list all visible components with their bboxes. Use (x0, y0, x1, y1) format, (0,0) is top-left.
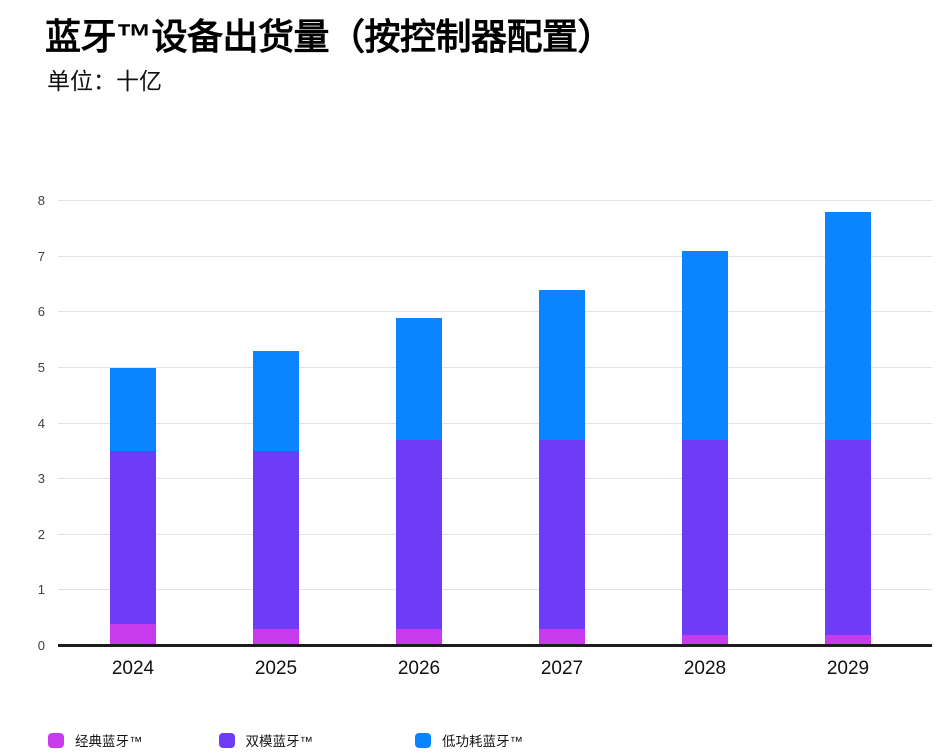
x-tick-label: 2027 (540, 658, 584, 679)
gridline (58, 422, 932, 424)
y-tick-label: 4 (37, 415, 45, 431)
gridline (58, 478, 932, 480)
gridline (58, 366, 932, 368)
x-tick-label: 2026 (397, 658, 441, 679)
chart-title: 蓝牙™设备出货量（按控制器配置） (45, 16, 614, 57)
gridline (58, 589, 932, 591)
legend-swatch-low-energy (415, 732, 431, 748)
legend-label: 双模蓝牙™ (245, 734, 314, 749)
x-tick-label: 2025 (254, 658, 298, 679)
bar-segment[interactable] (253, 629, 299, 646)
bar-segment[interactable] (253, 351, 299, 452)
plot-area (58, 200, 932, 647)
bar-segment[interactable] (110, 623, 156, 646)
bar-segment[interactable] (539, 629, 585, 646)
x-axis-line (58, 644, 932, 647)
y-tick-label: 7 (37, 248, 45, 264)
bar-segment[interactable] (682, 634, 728, 646)
y-tick-label: 0 (37, 638, 45, 653)
x-tick-label: 2029 (826, 658, 870, 679)
bar-segment[interactable] (396, 440, 442, 630)
x-tick-label: 2028 (683, 658, 727, 679)
bar-segment[interactable] (110, 451, 156, 624)
y-tick-label: 3 (37, 471, 45, 487)
bar-segment[interactable] (110, 367, 156, 452)
gridline (58, 533, 932, 535)
chart-subtitle: 单位：十亿 (47, 68, 162, 94)
legend-item-classic[interactable]: 经典蓝牙™ (48, 730, 143, 750)
y-tick-label: 1 (37, 582, 45, 598)
bar-segment[interactable] (825, 440, 871, 635)
gridline (58, 200, 932, 201)
legend: 经典蓝牙™ 双模蓝牙™ 低功耗蓝牙™ (48, 730, 523, 750)
bar-segment[interactable] (682, 251, 728, 441)
bar-segment[interactable] (396, 317, 442, 441)
bar-segment[interactable] (539, 440, 585, 630)
bar-segment[interactable] (825, 212, 871, 441)
bar-segment[interactable] (825, 634, 871, 646)
gridline (58, 311, 932, 313)
gridline (58, 255, 932, 257)
legend-label: 低功耗蓝牙™ (442, 734, 523, 749)
x-tick-label: 2024 (111, 658, 155, 679)
bar-segment[interactable] (682, 440, 728, 635)
legend-swatch-classic (48, 732, 64, 748)
y-tick-label: 6 (37, 304, 45, 320)
legend-item-dual-mode[interactable]: 双模蓝牙™ (218, 730, 314, 750)
legend-swatch-dual-mode (218, 732, 235, 748)
legend-item-low-energy[interactable]: 低功耗蓝牙™ (415, 730, 523, 750)
y-tick-label: 5 (37, 359, 45, 375)
bar-segment[interactable] (539, 290, 585, 441)
bar-segment[interactable] (253, 451, 299, 630)
bar-segment[interactable] (396, 629, 442, 646)
y-tick-label: 2 (37, 526, 45, 542)
y-tick-label: 8 (37, 193, 45, 208)
legend-label: 经典蓝牙™ (75, 734, 143, 749)
